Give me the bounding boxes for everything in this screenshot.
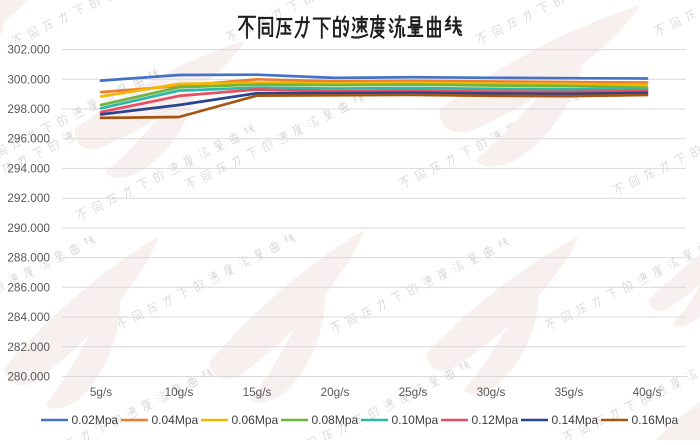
svg-text:286.000: 286.000 bbox=[7, 280, 50, 294]
svg-text:290.000: 290.000 bbox=[7, 221, 50, 235]
svg-text:282.000: 282.000 bbox=[7, 340, 50, 354]
svg-text:0.14Mpa: 0.14Mpa bbox=[552, 413, 599, 427]
svg-text:40g/s: 40g/s bbox=[633, 385, 662, 399]
svg-text:288.000: 288.000 bbox=[7, 251, 50, 265]
svg-text:0.12Mpa: 0.12Mpa bbox=[472, 413, 519, 427]
svg-text:0.08Mpa: 0.08Mpa bbox=[312, 413, 359, 427]
svg-text:298.000: 298.000 bbox=[7, 102, 50, 116]
svg-text:20g/s: 20g/s bbox=[321, 385, 350, 399]
svg-text:0.06Mpa: 0.06Mpa bbox=[232, 413, 279, 427]
svg-text:0.04Mpa: 0.04Mpa bbox=[152, 413, 199, 427]
svg-text:0.10Mpa: 0.10Mpa bbox=[392, 413, 439, 427]
svg-text:284.000: 284.000 bbox=[7, 310, 50, 324]
svg-text:300.000: 300.000 bbox=[7, 72, 50, 86]
svg-text:30g/s: 30g/s bbox=[477, 385, 506, 399]
svg-text:15g/s: 15g/s bbox=[243, 385, 272, 399]
svg-text:10g/s: 10g/s bbox=[165, 385, 194, 399]
svg-text:296.000: 296.000 bbox=[7, 132, 50, 146]
svg-text:25g/s: 25g/s bbox=[399, 385, 428, 399]
svg-text:292.000: 292.000 bbox=[7, 191, 50, 205]
svg-text:0.02Mpa: 0.02Mpa bbox=[72, 413, 119, 427]
svg-text:0.16Mpa: 0.16Mpa bbox=[632, 413, 679, 427]
svg-text:5g/s: 5g/s bbox=[90, 385, 112, 399]
svg-text:35g/s: 35g/s bbox=[555, 385, 584, 399]
svg-text:302.000: 302.000 bbox=[7, 43, 50, 57]
svg-text:280.000: 280.000 bbox=[7, 370, 50, 384]
svg-text:294.000: 294.000 bbox=[7, 161, 50, 175]
